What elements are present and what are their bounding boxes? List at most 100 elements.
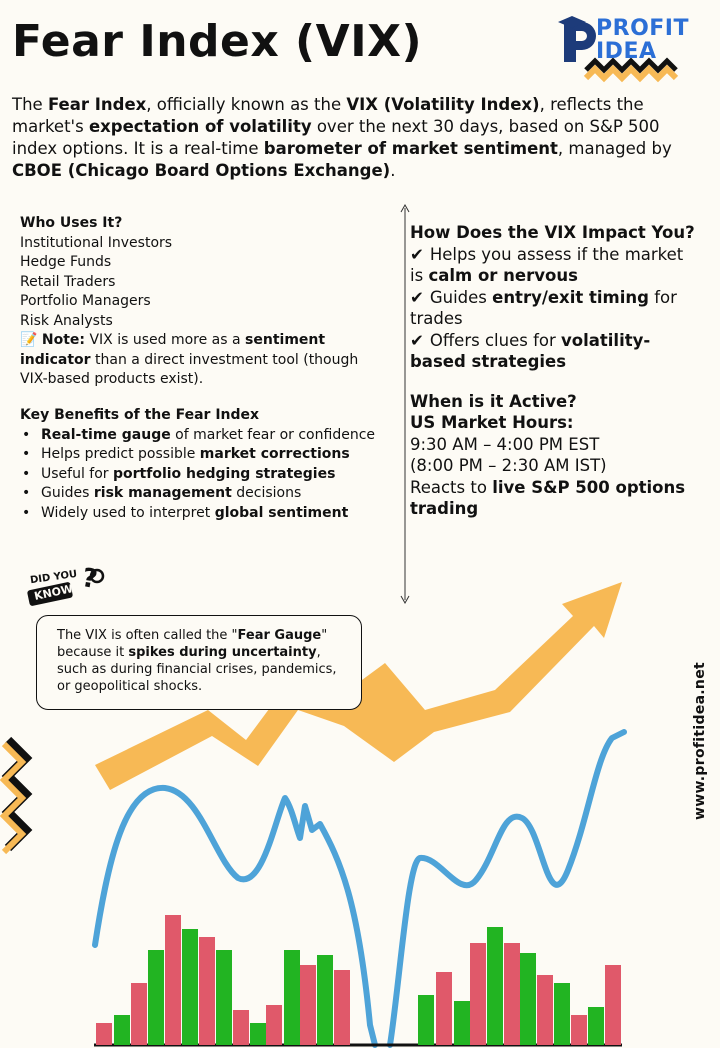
- decorative-bar: [96, 1023, 112, 1045]
- reacts-text: Reacts to live S&P 500 options trading: [410, 477, 700, 520]
- logo-mark-icon: [558, 16, 679, 83]
- decorative-bar: [520, 953, 536, 1045]
- column-divider: [400, 204, 410, 604]
- benefit-bold: portfolio hedging strategies: [113, 465, 336, 482]
- check-icon: ✔: [410, 287, 424, 307]
- intro-bold: barometer of market sentiment: [263, 139, 558, 158]
- decorative-bar: [554, 983, 570, 1045]
- decorative-bar: [233, 1010, 249, 1045]
- fact-text: , such as during financial crises, pande…: [57, 645, 337, 694]
- note: 📝 Note: VIX is used more as a sentiment …: [20, 331, 380, 390]
- decorative-bar: [317, 955, 333, 1045]
- benefit-bold: global sentiment: [214, 504, 349, 521]
- who-uses-item: Hedge Funds: [20, 254, 112, 270]
- decorative-bar: [114, 1015, 130, 1045]
- decorative-bar: [605, 965, 621, 1045]
- intro-text: , reflects the market's: [12, 95, 644, 136]
- impact-bold: calm or nervous: [428, 266, 578, 285]
- decorative-bar: [470, 943, 486, 1045]
- decorative-bar: [537, 975, 553, 1045]
- impact-text: Guides: [429, 287, 493, 307]
- fact-text: The VIX is often called the ": [57, 628, 238, 643]
- time-est: 9:30 AM – 4:00 PM EST: [410, 434, 600, 454]
- market-hours-heading: US Market Hours:: [410, 413, 574, 432]
- benefits-heading: Key Benefits of the Fear Index: [20, 407, 260, 423]
- decorative-bar: [250, 1023, 266, 1045]
- zigzag-left-graphic: [0, 736, 33, 855]
- reacts-bold: live S&P 500 options trading: [410, 477, 686, 519]
- time-ist: (8:00 PM – 2:30 AM IST): [410, 456, 607, 475]
- who-uses-item: Retail Traders: [20, 273, 116, 290]
- bar-group: [96, 915, 621, 1045]
- logo-text-line1: PROFIT: [596, 16, 689, 41]
- decorative-bar: [454, 1001, 470, 1045]
- benefits-section: Key Benefits of the Fear Index Real-time…: [20, 406, 400, 523]
- who-uses-heading: Who Uses It?: [20, 215, 123, 231]
- impact-heading: How Does the VIX Impact You?: [410, 223, 695, 242]
- decorative-bar: [199, 937, 215, 1045]
- intro-bold: CBOE (Chicago Board Options Exchange): [12, 161, 391, 180]
- benefit-text: Useful for: [41, 465, 113, 482]
- impact-item: ✔ Guides entry/exit timing for trades: [410, 287, 700, 330]
- note-text: VIX is used more as a: [85, 332, 246, 348]
- benefits-list: Real-time gauge of market fear or confid…: [20, 426, 400, 524]
- memo-icon: 📝: [20, 332, 38, 348]
- right-column: How Does the VIX Impact You? ✔ Helps you …: [410, 222, 700, 520]
- decorative-bar: [436, 972, 452, 1045]
- impact-bold: volatility-based strategies: [410, 330, 651, 372]
- decorative-bar: [588, 1007, 604, 1045]
- benefit-text: Guides: [41, 485, 94, 501]
- benefit-item: Guides risk management decisions: [20, 484, 400, 504]
- intro-text: , managed by: [557, 139, 672, 158]
- decorative-bar: [216, 950, 232, 1045]
- benefit-item: Real-time gauge of market fear or confid…: [20, 426, 400, 446]
- who-uses-item: Institutional Investors: [20, 234, 173, 251]
- note-text: than a direct investment tool (though VI…: [20, 351, 359, 388]
- benefit-bold: risk management: [93, 485, 232, 501]
- reacts-plain: Reacts to: [410, 477, 493, 497]
- impact-item: ✔ Helps you assess if the market is calm …: [410, 244, 700, 287]
- blue-wave-line: [92, 729, 627, 1048]
- profit-idea-logo: PROFIT IDEA: [556, 12, 706, 92]
- benefit-text: of market fear or confidence: [170, 426, 375, 443]
- decorative-bar: [266, 1005, 282, 1045]
- benefit-text: Widely used to interpret: [41, 504, 215, 521]
- fact-text: " because it: [57, 628, 328, 660]
- note-bold: sentiment indicator: [20, 332, 326, 368]
- impact-bold: entry/exit timing: [492, 287, 649, 307]
- benefit-bold: market corrections: [199, 446, 350, 462]
- decorative-bar: [182, 929, 198, 1045]
- benefit-item: Widely used to interpret global sentimen…: [20, 504, 400, 524]
- benefit-text: decisions: [231, 485, 302, 501]
- benefit-item: Useful for portfolio hedging strategies: [20, 465, 400, 485]
- did-you-know-box: The VIX is often called the "Fear Gauge"…: [36, 615, 362, 710]
- intro-text: The: [12, 95, 48, 114]
- decorative-bar: [334, 970, 350, 1045]
- who-uses-section: Who Uses It? Institutional Investors Hed…: [20, 214, 380, 390]
- did-you-know-badge: DID YOU KNOW ?: [22, 563, 112, 614]
- decorative-bar: [165, 915, 181, 1045]
- active-heading: When is it Active?: [410, 391, 577, 411]
- benefit-item: Helps predict possible market correction…: [20, 445, 400, 465]
- intro-text: , officially known as the: [146, 95, 347, 114]
- impact-text: for trades: [410, 287, 677, 329]
- benefit-bold: Real-time gauge: [41, 426, 171, 443]
- intro-bold: Fear Index: [47, 95, 147, 114]
- intro-bold: expectation of volatility: [88, 117, 312, 136]
- decorative-bar: [504, 943, 520, 1045]
- fact-bold: spikes during uncertainty: [128, 645, 317, 660]
- decorative-bar: [148, 950, 164, 1045]
- note-label: Note:: [41, 332, 86, 348]
- impact-text: Offers clues for: [429, 330, 561, 350]
- intro-text: .: [390, 161, 396, 180]
- fact-bold: Fear Gauge: [237, 628, 322, 643]
- impact-text: Helps you assess if the market is: [410, 244, 684, 286]
- intro-bold: VIX (Volatility Index): [346, 95, 540, 114]
- logo-text-line2: IDEA: [596, 39, 657, 64]
- benefit-text: Helps predict possible: [41, 446, 200, 462]
- did-you-know-bubble-icon: [27, 568, 105, 606]
- decorative-bar: [300, 965, 316, 1045]
- page-title: Fear Index (VIX): [12, 16, 423, 67]
- check-icon: ✔: [410, 244, 424, 264]
- decorative-bar: [131, 983, 147, 1045]
